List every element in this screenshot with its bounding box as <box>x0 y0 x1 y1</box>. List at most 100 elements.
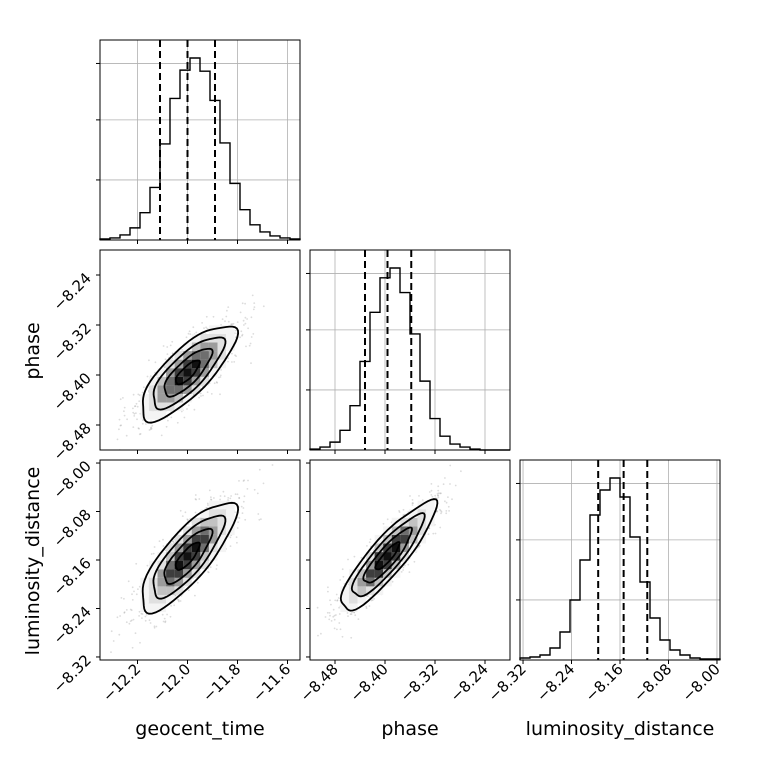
scatter-luminosity-distance-vs-geocent-time-point <box>155 625 158 628</box>
scatter-phase-vs-geocent-time-density-cell <box>200 342 209 352</box>
scatter-phase-vs-geocent-time-point <box>201 322 204 324</box>
scatter-luminosity-distance-vs-geocent-time-point <box>141 613 144 615</box>
scatter-luminosity-distance-vs-geocent-time-density-cell <box>157 569 167 578</box>
scatter-luminosity-distance-vs-phase-point <box>436 492 439 495</box>
scatter-luminosity-distance-vs-phase-point <box>330 620 333 622</box>
scatter-luminosity-distance-vs-geocent-time-point <box>129 608 132 611</box>
scatter-luminosity-distance-vs-phase-density-cell <box>391 560 401 570</box>
scatter-phase-vs-geocent-time-point <box>135 402 138 405</box>
scatter-phase-vs-geocent-time-point <box>143 386 145 389</box>
scatter-luminosity-distance-vs-phase-density-cell <box>357 569 367 578</box>
scatter-luminosity-distance-vs-geocent-time-density-cell <box>200 560 209 570</box>
scatter-phase-vs-geocent-time-point <box>233 361 236 363</box>
scatter-luminosity-distance-vs-phase-point <box>316 606 319 609</box>
scatter-phase-vs-geocent-time-point <box>162 345 165 347</box>
scatter-luminosity-distance-vs-geocent-time-point <box>125 609 128 611</box>
scatter-luminosity-distance-vs-geocent-time-point <box>253 488 256 491</box>
scatter-luminosity-distance-vs-phase-point <box>417 546 420 549</box>
scatter-luminosity-distance-vs-phase-point <box>440 492 442 495</box>
hist-luminosity-distance-xtick-label: −8.32 <box>485 660 530 705</box>
scatter-luminosity-distance-vs-geocent-time-point <box>166 613 169 616</box>
scatter-phase-vs-geocent-time-density-cell <box>208 351 218 360</box>
scatter-luminosity-distance-vs-geocent-time-point <box>210 499 213 501</box>
scatter-phase-vs-geocent-time-point <box>245 345 247 348</box>
scatter-phase-vs-geocent-time-density-cell <box>148 393 158 403</box>
scatter-phase-vs-geocent-time-point <box>132 393 135 396</box>
scatter-luminosity-distance-vs-phase-contour <box>374 541 401 571</box>
scatter-luminosity-distance-vs-phase-point <box>386 518 389 521</box>
scatter-luminosity-distance-vs-phase-density-cell <box>408 543 418 553</box>
scatter-luminosity-distance-vs-geocent-time-point <box>120 597 123 599</box>
scatter-panel-luminosity-distance-vs-phase: −8.48 −8.40 −8.32 −8.24 <box>297 459 511 705</box>
scatter-phase-vs-geocent-time-point <box>250 362 252 364</box>
scatter-phase-vs-geocent-time-point <box>120 424 122 427</box>
scatter-luminosity-distance-vs-phase-point <box>448 510 450 512</box>
scatter-luminosity-distance-vs-phase-point <box>347 558 349 561</box>
scatter-luminosity-distance-vs-geocent-time-point <box>164 549 167 552</box>
scatter-luminosity-distance-vs-geocent-time-point <box>128 622 131 625</box>
scatter-luminosity-distance-vs-phase-point <box>430 483 433 485</box>
scatter-luminosity-distance-vs-geocent-time-point <box>229 497 232 500</box>
scatter-luminosity-distance-vs-geocent-time-point <box>153 625 156 628</box>
scatter-luminosity-distance-vs-phase-point <box>445 512 448 515</box>
scatter-luminosity-distance-vs-phase-density-cell <box>426 509 435 518</box>
scatter-luminosity-distance-vs-phase-xtick-label: −8.24 <box>447 660 492 705</box>
scatter-luminosity-distance-vs-geocent-time-point <box>194 498 197 500</box>
scatter-luminosity-distance-vs-phase-point <box>436 510 439 513</box>
scatter-luminosity-distance-vs-geocent-time-point <box>230 495 233 497</box>
scatter-luminosity-distance-vs-geocent-time-density-cell <box>200 517 209 527</box>
scatter-luminosity-distance-vs-geocent-time-point <box>172 540 174 543</box>
x-axis-title-geocent-time: geocent_time <box>135 718 264 740</box>
scatter-luminosity-distance-vs-geocent-time-point <box>194 494 197 496</box>
scatter-luminosity-distance-vs-geocent-time-point <box>213 497 215 499</box>
scatter-luminosity-distance-vs-phase-point <box>350 613 353 615</box>
scatter-phase-vs-geocent-time-density-cell <box>183 368 192 377</box>
scatter-luminosity-distance-vs-geocent-time-contour <box>141 501 240 615</box>
scatter-phase-vs-geocent-time-density-cell <box>191 342 201 352</box>
scatter-phase-vs-geocent-time-point <box>231 361 233 363</box>
scatter-luminosity-distance-vs-geocent-time-density-cell <box>157 577 167 587</box>
scatter-luminosity-distance-vs-geocent-time-point <box>238 497 241 500</box>
scatter-phase-vs-geocent-time-ytick-label: −8.40 <box>50 369 95 414</box>
scatter-luminosity-distance-vs-geocent-time-density-cell <box>200 534 209 544</box>
scatter-luminosity-distance-vs-geocent-time-density-cell <box>208 509 218 518</box>
scatter-luminosity-distance-vs-phase-point <box>398 510 400 512</box>
scatter-phase-vs-geocent-time-point <box>216 381 219 384</box>
scatter-luminosity-distance-vs-phase-density-cell <box>340 586 349 595</box>
scatter-luminosity-distance-vs-phase-point <box>368 605 371 607</box>
scatter-luminosity-distance-vs-geocent-time-density-cell <box>148 586 158 595</box>
scatter-phase-vs-geocent-time-density-cell <box>200 368 209 377</box>
scatter-phase-vs-geocent-time-point <box>141 422 144 425</box>
scatter-luminosity-distance-vs-phase-density-cell <box>348 603 358 613</box>
scatter-luminosity-distance-vs-phase-point <box>400 571 403 573</box>
scatter-phase-vs-geocent-time-point <box>119 398 122 401</box>
scatter-phase-vs-geocent-time-contour <box>163 347 214 398</box>
scatter-luminosity-distance-vs-phase-point <box>328 612 331 614</box>
scatter-phase-vs-geocent-time-point <box>250 336 253 338</box>
scatter-phase-vs-geocent-time-point <box>138 394 141 397</box>
scatter-luminosity-distance-vs-phase-point <box>382 522 385 525</box>
scatter-phase-vs-geocent-time-point <box>137 393 140 396</box>
scatter-luminosity-distance-vs-phase-density-cell <box>383 569 392 578</box>
scatter-luminosity-distance-vs-geocent-time-density-cell <box>148 603 158 613</box>
scatter-phase-vs-geocent-time-density-cell <box>191 368 201 377</box>
scatter-luminosity-distance-vs-phase-density-cell <box>408 517 418 527</box>
scatter-luminosity-distance-vs-phase-point <box>436 510 438 513</box>
scatter-luminosity-distance-vs-phase-density-cell <box>374 552 384 561</box>
scatter-luminosity-distance-vs-geocent-time-density-cell <box>217 509 227 518</box>
scatter-luminosity-distance-vs-phase-point <box>430 494 433 496</box>
scatter-phase-vs-geocent-time-density-cell <box>208 359 218 369</box>
scatter-phase-vs-geocent-time-density-cell <box>140 402 149 412</box>
scatter-phase-vs-geocent-time-point <box>205 326 208 329</box>
scatter-luminosity-distance-vs-geocent-time-point <box>216 564 218 567</box>
scatter-luminosity-distance-vs-geocent-time-point <box>238 480 240 482</box>
scatter-luminosity-distance-vs-geocent-time-point <box>138 615 141 617</box>
scatter-luminosity-distance-vs-phase-density-cell <box>383 552 392 561</box>
scatter-luminosity-distance-vs-phase-point <box>402 508 405 511</box>
scatter-luminosity-distance-vs-geocent-time-point <box>130 619 133 622</box>
scatter-luminosity-distance-vs-geocent-time-density-cell <box>148 594 158 604</box>
scatter-phase-vs-geocent-time-point <box>138 433 141 436</box>
scatter-phase-vs-geocent-time-point <box>193 408 196 411</box>
scatter-luminosity-distance-vs-phase-point <box>432 532 435 535</box>
